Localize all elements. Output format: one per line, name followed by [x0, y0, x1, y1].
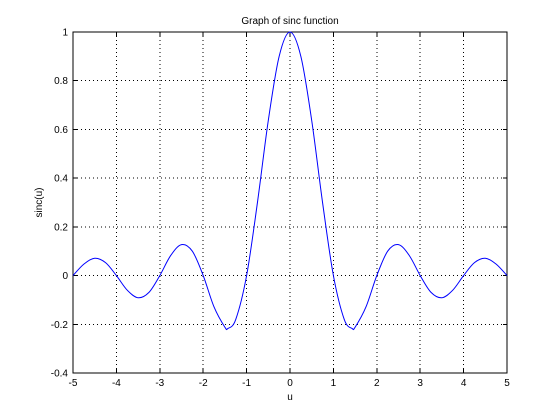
x-tick-label: 1 [331, 378, 337, 389]
series [72, 31, 508, 331]
x-tick-label: 4 [461, 378, 467, 389]
x-tick-label: -3 [155, 378, 164, 389]
x-tick-label: 2 [374, 378, 380, 389]
grid [73, 32, 507, 373]
x-tick-label: -2 [199, 378, 208, 389]
plot-area [73, 32, 507, 373]
y-tick-labels: -0.4 -0.2 0 0.2 0.4 0.6 0.8 1 [51, 28, 69, 380]
sinc-series-line [72, 31, 508, 331]
x-tick-label: 5 [504, 378, 510, 389]
y-tick-label: 0.2 [54, 222, 68, 233]
y-tick-label: 0.4 [54, 174, 68, 185]
y-tick-label: 0.8 [54, 76, 68, 87]
x-tick-label: 0 [287, 378, 293, 389]
y-tick-label: 0.6 [54, 125, 68, 136]
y-axis-title: sinc(u) [34, 187, 45, 217]
y-tick-label: 0 [62, 271, 68, 282]
x-axis-title: u [287, 392, 293, 403]
x-tick-label: -5 [69, 378, 78, 389]
y-tick-label: -0.2 [51, 320, 69, 331]
x-tick-label: -4 [112, 378, 121, 389]
chart-title: Graph of sinc function [241, 16, 338, 27]
y-tick-label: 1 [62, 28, 68, 39]
x-tick-label: 3 [417, 378, 423, 389]
y-tick-label: -0.4 [51, 369, 69, 380]
ticks [72, 31, 508, 374]
x-tick-label: -1 [242, 378, 251, 389]
x-tick-labels: -5 -4 -3 -2 -1 0 1 2 3 4 5 [69, 378, 511, 389]
